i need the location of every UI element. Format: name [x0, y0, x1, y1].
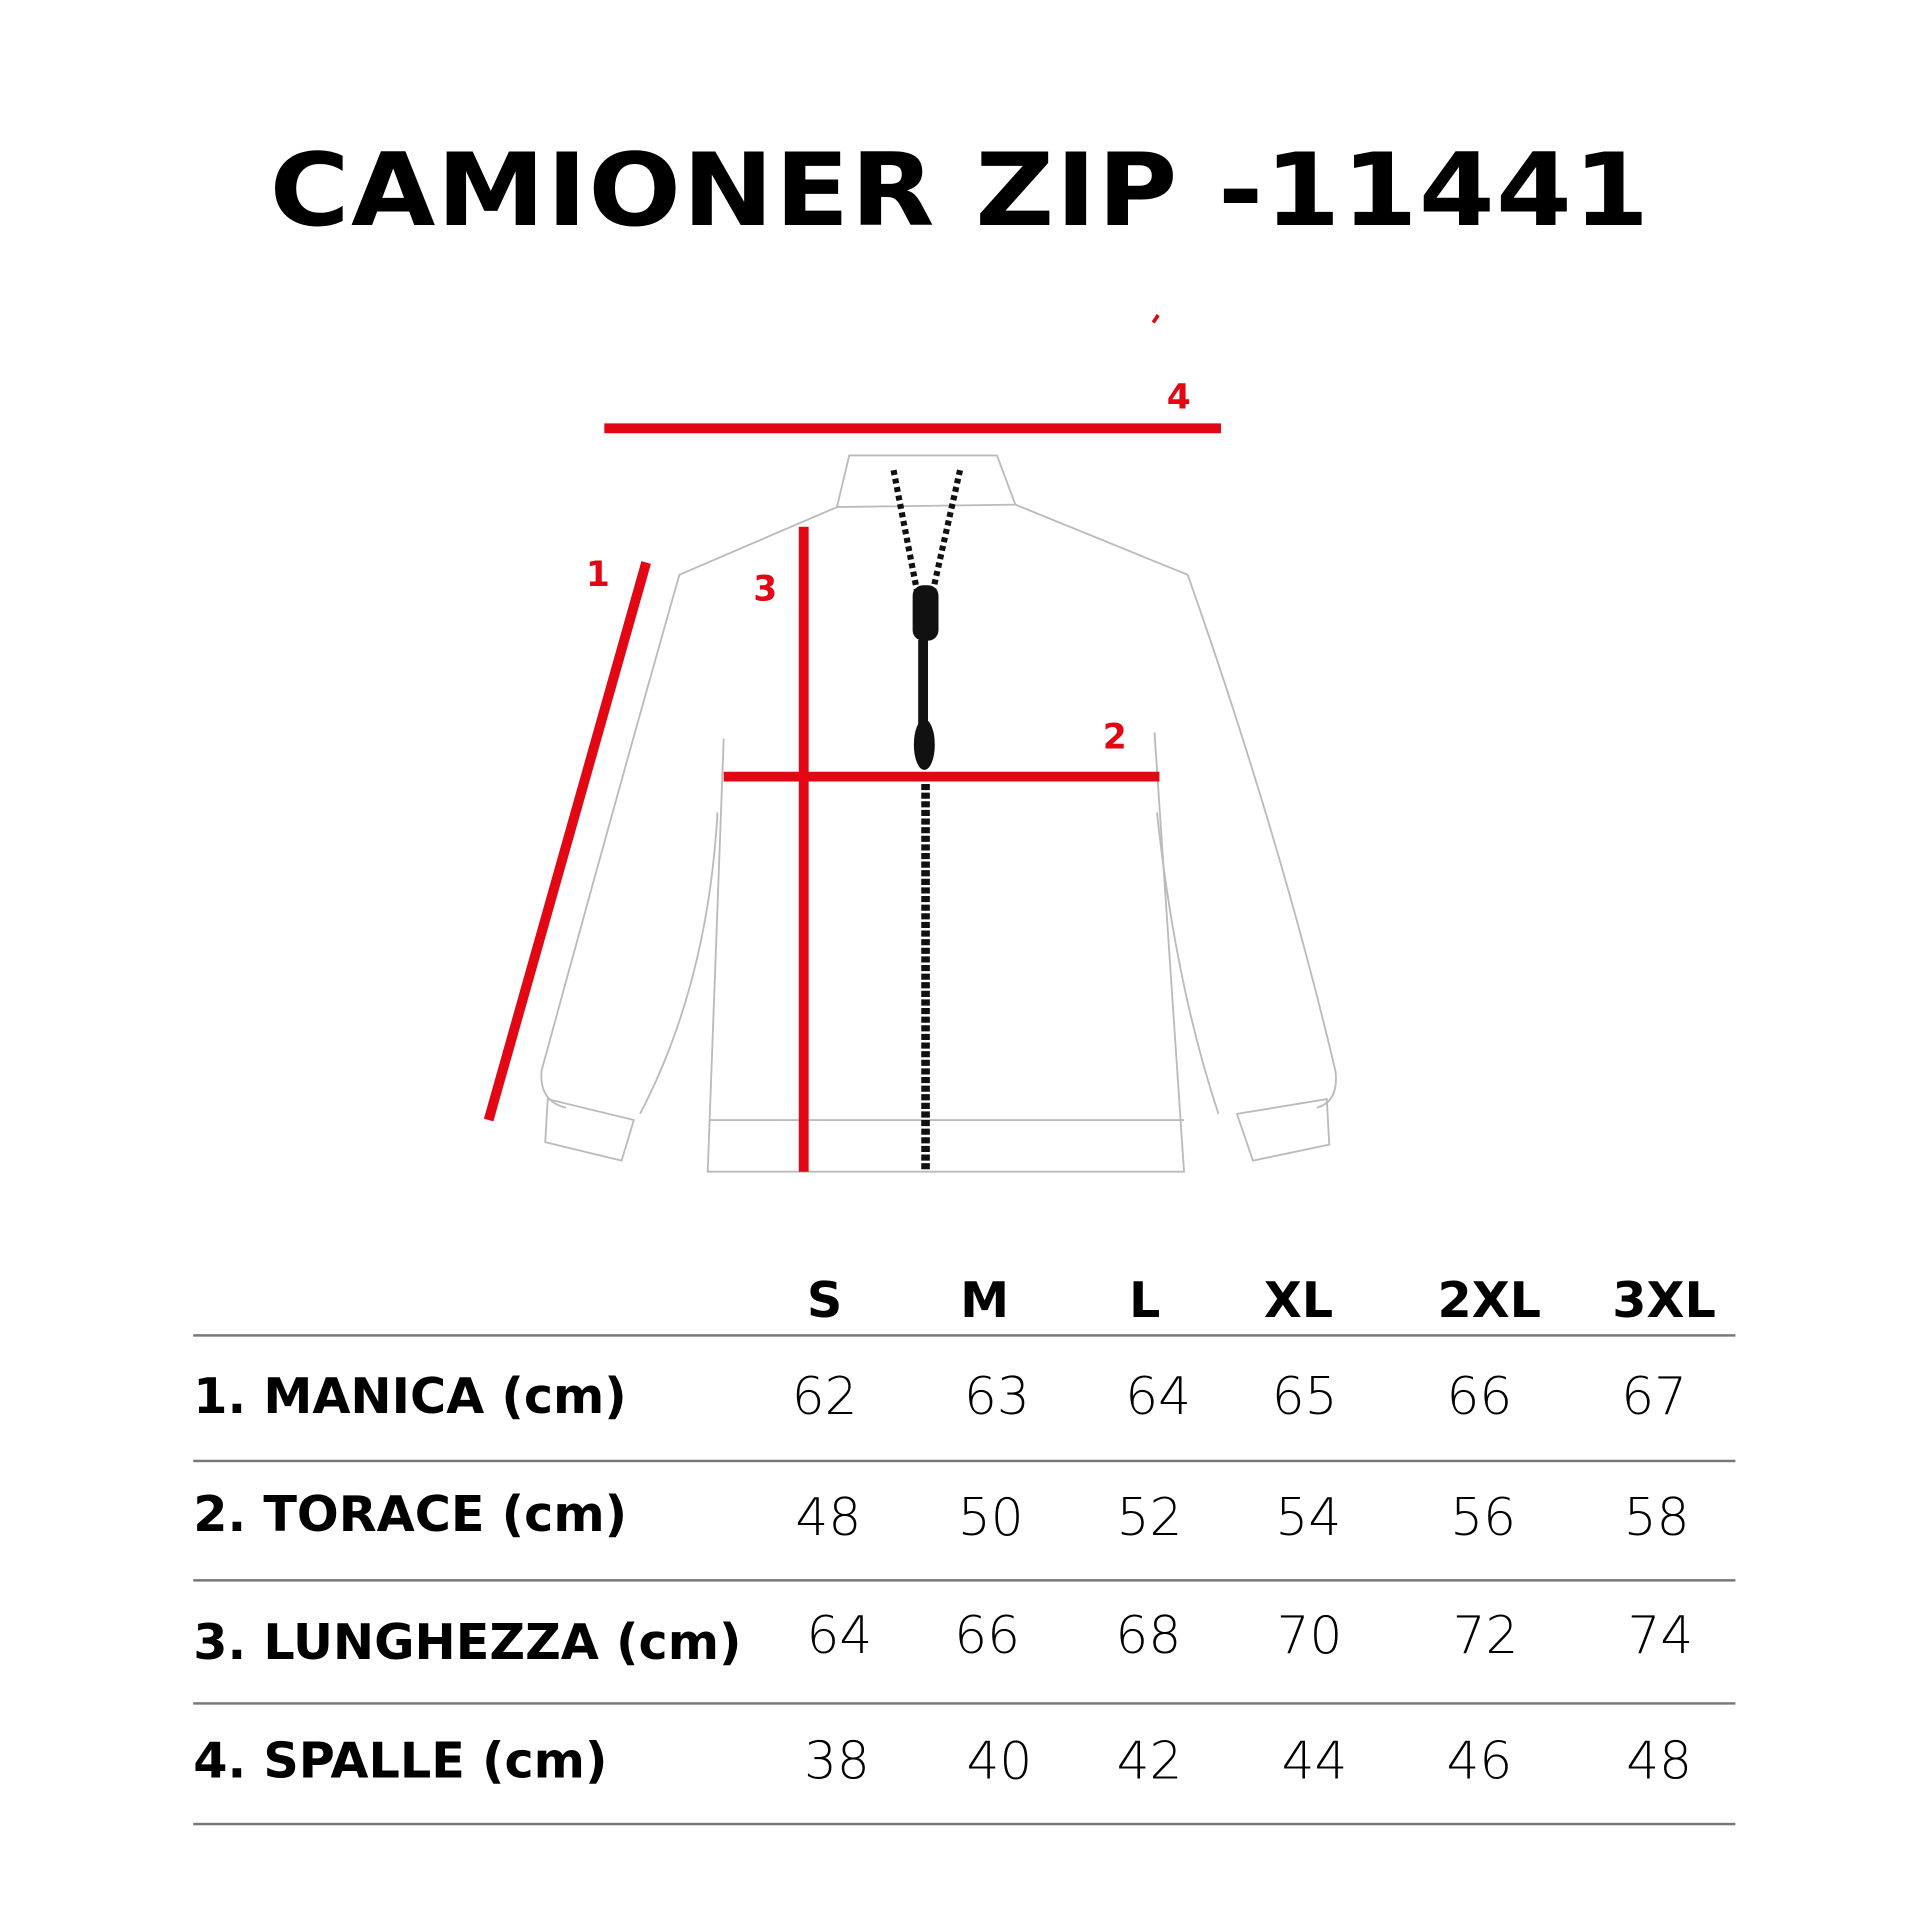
row-label: 1. MANICA (cm) [193, 1368, 627, 1426]
cell: 66 [954, 1604, 1020, 1666]
label-4: 4 [1167, 378, 1191, 418]
divider [193, 1459, 1736, 1462]
row-label: 4. SPALLE (cm) [193, 1732, 608, 1790]
cell: 64 [806, 1604, 873, 1666]
jacket-outline [540, 454, 1337, 1173]
page-title: CAMIONER ZIP -11441 [269, 132, 1651, 250]
divider [193, 1822, 1736, 1825]
label-3: 3 [753, 570, 777, 610]
cell: 50 [957, 1486, 1024, 1548]
size-header: XL [1263, 1272, 1334, 1330]
cell: 54 [1275, 1486, 1342, 1548]
cell: 44 [1281, 1730, 1348, 1791]
cell: 70 [1276, 1604, 1343, 1666]
row-label: 3. LUNGHEZZA (cm) [193, 1614, 742, 1672]
label-1: 1 [586, 555, 610, 595]
cell: 64 [1125, 1366, 1192, 1427]
divider [193, 1579, 1736, 1581]
cell: 74 [1627, 1604, 1694, 1666]
cell: 40 [966, 1730, 1033, 1791]
size-header: M [960, 1272, 1010, 1330]
cell: 42 [1116, 1730, 1183, 1791]
size-header: L [1128, 1272, 1161, 1330]
measurement-lines [483, 314, 1221, 1172]
label-2: 2 [1103, 717, 1127, 757]
zipper [890, 469, 964, 1172]
cell: 67 [1621, 1366, 1688, 1427]
measure-line-sleeve [483, 561, 651, 1122]
jacket-diagram: 1 2 3 4 [483, 314, 1337, 1173]
size-header: 3XL [1612, 1272, 1716, 1330]
row-label: 2. TORACE (cm) [193, 1486, 628, 1544]
divider [193, 1702, 1736, 1705]
size-header: S [806, 1272, 843, 1330]
cell: 63 [964, 1366, 1030, 1427]
cell: 66 [1446, 1366, 1513, 1427]
cell: 48 [1626, 1730, 1693, 1791]
cell: 65 [1271, 1366, 1338, 1427]
cell: 58 [1623, 1486, 1690, 1548]
cell: 38 [804, 1730, 870, 1791]
size-header: 2XL [1437, 1272, 1542, 1330]
cell: 68 [1115, 1604, 1182, 1666]
cell: 48 [795, 1486, 862, 1548]
cell: 52 [1116, 1486, 1183, 1548]
divider [193, 1334, 1736, 1337]
cell: 62 [791, 1366, 858, 1427]
cell: 46 [1446, 1730, 1513, 1791]
cell: 56 [1450, 1486, 1516, 1548]
cell: 72 [1452, 1604, 1519, 1666]
